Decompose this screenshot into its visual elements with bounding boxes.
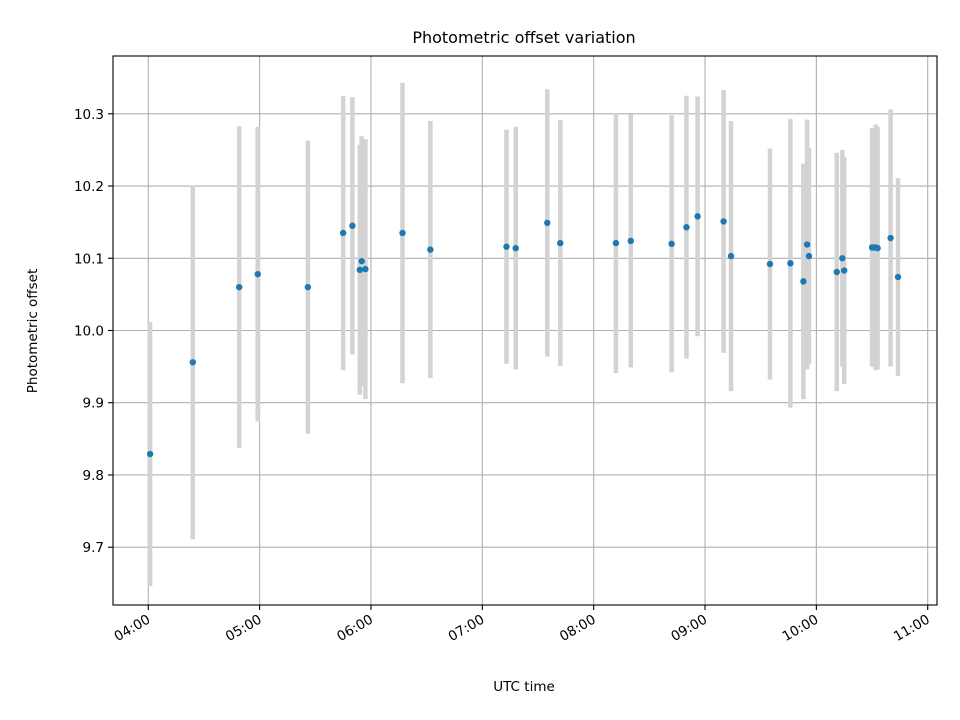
data-points bbox=[146, 213, 902, 458]
error-bars bbox=[147, 82, 901, 587]
data-point bbox=[803, 241, 811, 248]
data-point bbox=[612, 239, 620, 247]
data-point bbox=[304, 283, 312, 291]
data-point bbox=[356, 266, 364, 274]
y-tick-label: 10.0 bbox=[74, 324, 104, 340]
data-point bbox=[235, 283, 243, 291]
data-point bbox=[362, 265, 369, 273]
x-tick-label: 07:00 bbox=[446, 612, 488, 645]
data-point bbox=[189, 359, 197, 366]
data-point bbox=[349, 222, 356, 229]
x-tick-label: 09:00 bbox=[668, 612, 710, 645]
y-tick-label: 9.8 bbox=[83, 468, 104, 484]
data-point bbox=[399, 229, 406, 237]
y-tick-label: 10.1 bbox=[74, 251, 104, 267]
data-point bbox=[800, 278, 807, 285]
x-tick-label: 06:00 bbox=[334, 612, 376, 645]
x-tick-label: 05:00 bbox=[223, 612, 265, 645]
x-tick-label: 08:00 bbox=[557, 612, 599, 645]
grid-lines bbox=[113, 56, 937, 605]
data-point bbox=[544, 219, 551, 227]
data-point bbox=[694, 213, 701, 220]
x-axis-label: UTC time bbox=[493, 679, 555, 695]
x-tick-label: 10:00 bbox=[780, 612, 822, 645]
data-point bbox=[887, 234, 894, 242]
data-point bbox=[503, 243, 510, 250]
data-point bbox=[727, 252, 735, 260]
y-tick-label: 10.3 bbox=[74, 107, 104, 123]
data-point bbox=[894, 273, 902, 281]
data-point bbox=[427, 246, 434, 253]
data-point bbox=[683, 224, 690, 231]
data-point bbox=[720, 218, 727, 225]
data-point bbox=[805, 252, 813, 260]
data-point bbox=[557, 239, 564, 247]
y-axis-label: Photometric offset bbox=[25, 269, 41, 393]
data-point bbox=[512, 244, 519, 252]
chart-title: Photometric offset variation bbox=[412, 28, 635, 47]
x-tick-label: 04:00 bbox=[112, 612, 154, 645]
data-point bbox=[668, 240, 675, 248]
data-point bbox=[766, 260, 774, 268]
data-point bbox=[146, 450, 154, 458]
data-point bbox=[841, 267, 848, 274]
x-tick-label: 11:00 bbox=[891, 612, 933, 645]
data-point bbox=[833, 268, 840, 276]
data-point bbox=[339, 229, 347, 237]
y-tick-label: 9.7 bbox=[83, 540, 104, 556]
y-tick-label: 10.2 bbox=[74, 179, 104, 195]
y-tick-label: 9.9 bbox=[83, 396, 104, 412]
data-point bbox=[627, 237, 634, 245]
data-point bbox=[254, 270, 261, 278]
data-point bbox=[874, 244, 881, 252]
data-point bbox=[787, 260, 794, 267]
data-point bbox=[358, 257, 365, 265]
data-point bbox=[839, 255, 846, 262]
